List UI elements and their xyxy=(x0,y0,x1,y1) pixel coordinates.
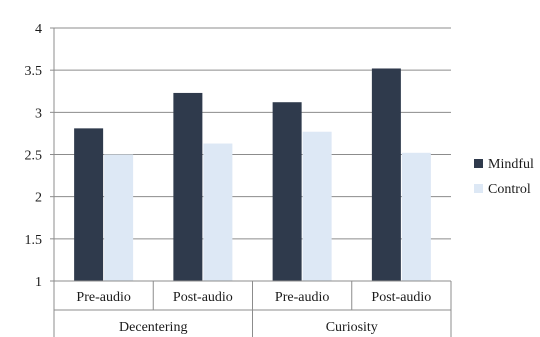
x-group-label: Curiosity xyxy=(326,320,378,335)
x-group-label: Decentering xyxy=(119,320,187,335)
bar-mindful-3 xyxy=(272,102,302,281)
bars xyxy=(74,68,431,281)
x-category-label: Pre-audio xyxy=(275,290,329,305)
legend-label-control: Control xyxy=(488,182,531,197)
bar-mindful-4 xyxy=(371,68,401,281)
legend-swatch-control xyxy=(474,184,483,193)
y-tick-label: 2 xyxy=(35,191,42,206)
x-category-label: Pre-audio xyxy=(76,290,130,305)
bar-mindful-1 xyxy=(74,128,104,281)
y-tick-label: 2.5 xyxy=(25,149,43,164)
bar-control-4 xyxy=(401,152,431,281)
y-tick-label: 1.5 xyxy=(25,233,43,248)
y-tick-label: 3.5 xyxy=(25,64,43,79)
y-tick-label: 3 xyxy=(35,106,42,121)
bar-control-1 xyxy=(104,154,134,281)
x-category-label: Post-audio xyxy=(173,290,233,305)
axis-labels: 1 1.5 2 2.5 3 3.5 4 Pre-audio Post-audio Pre-audi… xyxy=(25,22,432,335)
legend-label-mindful: Mindful xyxy=(488,157,534,172)
x-category-label: Post-audio xyxy=(371,290,431,305)
legend: Mindful Control xyxy=(474,157,534,197)
y-tick-label: 1 xyxy=(35,275,42,290)
bar-control-2 xyxy=(203,143,233,281)
legend-swatch-mindful xyxy=(474,159,483,168)
bar-mindful-2 xyxy=(173,92,203,281)
y-tick-label: 4 xyxy=(35,22,42,37)
axes xyxy=(50,27,452,337)
bar-control-3 xyxy=(302,131,332,281)
